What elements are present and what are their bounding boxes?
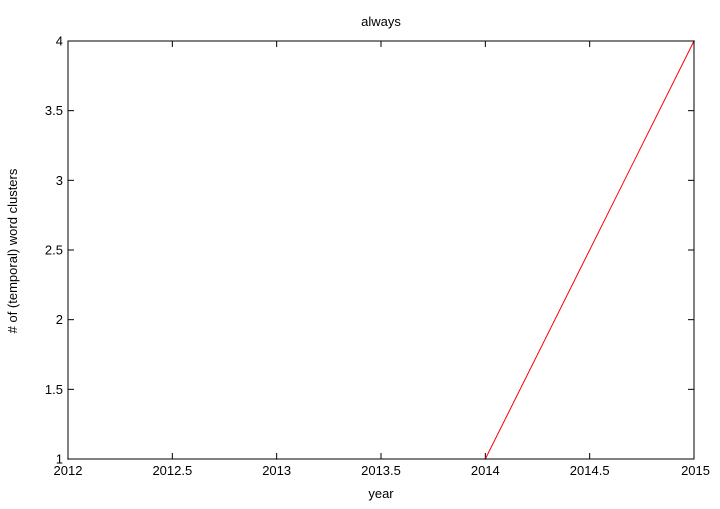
y-axis-ticks: 1 1.5 2 2.5 3 3.5 4 <box>45 34 694 467</box>
y-tick-label: 3 <box>56 173 63 188</box>
y-tick-label: 3.5 <box>45 103 63 118</box>
plot-frame <box>67 40 695 460</box>
x-tick-label: 2013.5 <box>361 463 401 478</box>
x-tick-label: 2012 <box>54 463 83 478</box>
y-tick-label: 1 <box>56 452 63 467</box>
x-tick-label: 2014.5 <box>570 463 610 478</box>
y-tick-label: 2 <box>56 312 63 327</box>
x-tick-label: 2015 <box>681 463 710 478</box>
y-axis-label: # of (temporal) word clusters <box>5 168 20 333</box>
x-axis-ticks: 2012 2012.5 2013 2013.5 2014 2014.5 2015 <box>54 41 710 478</box>
x-tick-label: 2013 <box>262 463 291 478</box>
y-tick-label: 4 <box>56 34 63 49</box>
x-tick-label: 2012.5 <box>152 463 192 478</box>
y-tick-label: 1.5 <box>45 382 63 397</box>
x-axis-label: year <box>368 486 394 501</box>
y-tick-label: 2.5 <box>45 243 63 258</box>
chart-title: always <box>361 14 401 29</box>
x-tick-label: 2014 <box>471 463 500 478</box>
